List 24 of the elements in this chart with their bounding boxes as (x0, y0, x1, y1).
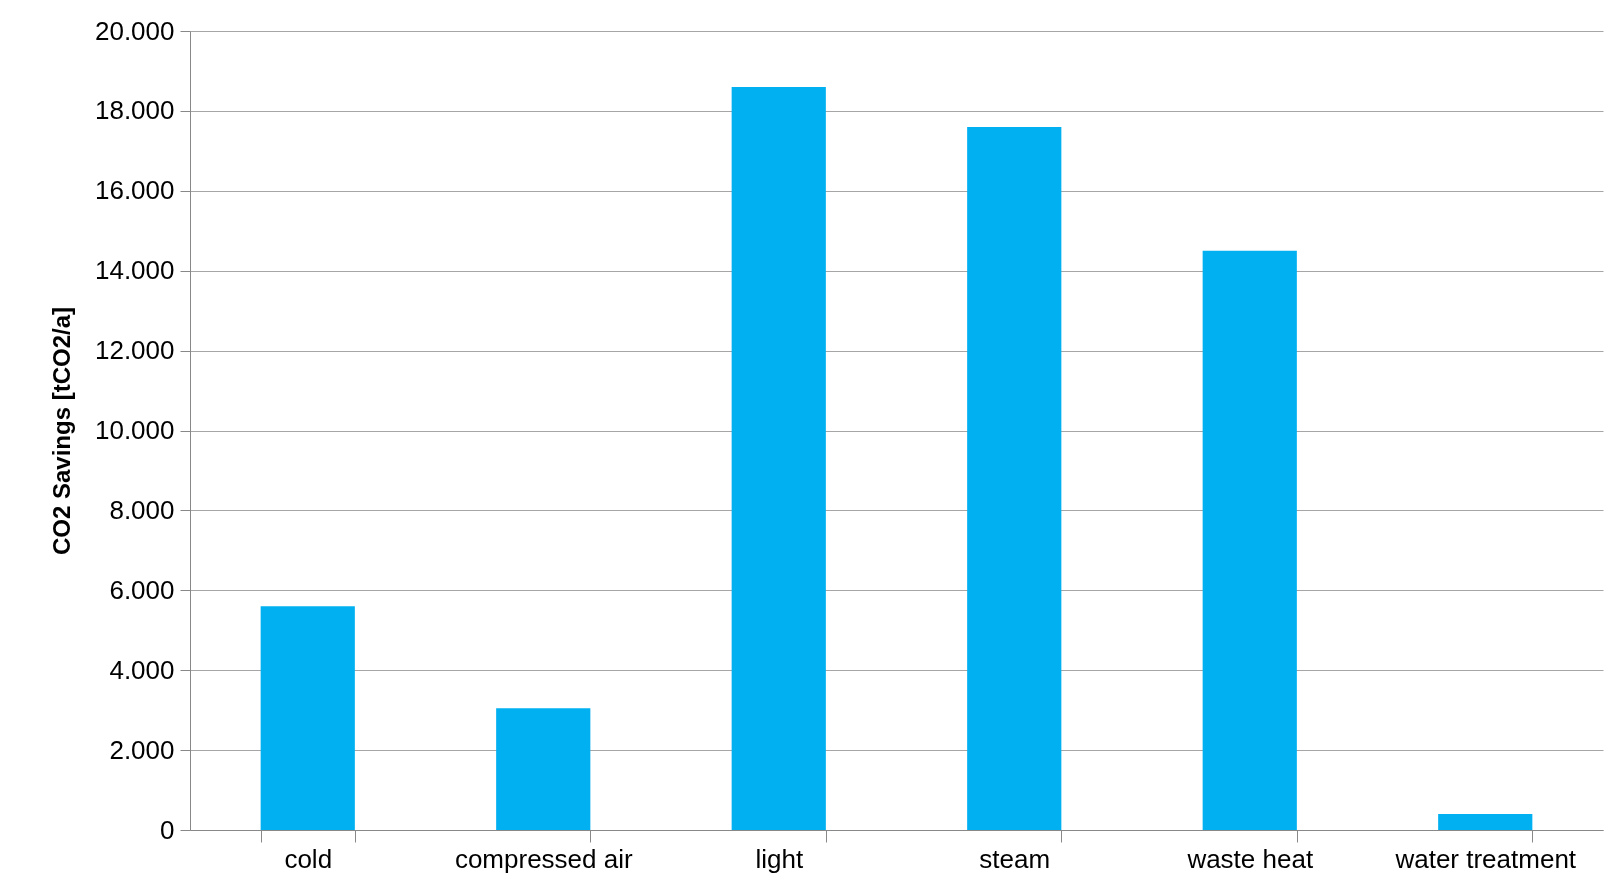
y-tick-label: 18.000 (94, 95, 175, 126)
y-tick-label: 2.000 (109, 734, 175, 765)
bar (967, 126, 1062, 830)
bar (1202, 250, 1297, 830)
y-axis-title: CO2 Savings [tCO2/a] (47, 306, 75, 556)
x-tick-label: water treatment (1394, 843, 1577, 874)
bar (496, 708, 591, 830)
x-tick-label: cold (284, 843, 333, 874)
y-tick-label: 20.000 (94, 15, 175, 46)
y-tick-label: 16.000 (94, 175, 175, 206)
y-tick-label: 6.000 (109, 574, 175, 605)
y-tick-label: 12.000 (94, 335, 175, 366)
x-tick-label: light (755, 843, 804, 874)
y-tick-label: 4.000 (109, 654, 175, 685)
y-tick-label: 8.000 (109, 494, 175, 525)
y-tick-label: 0 (160, 814, 175, 845)
x-tick-label: waste heat (1186, 843, 1314, 874)
bar (1438, 814, 1533, 830)
x-tick-label: compressed air (454, 843, 633, 874)
x-tick-label: steam (979, 843, 1051, 874)
bar (260, 606, 355, 830)
bar (731, 86, 826, 830)
y-tick-label: 10.000 (94, 415, 175, 445)
y-tick-label: 14.000 (94, 255, 175, 286)
